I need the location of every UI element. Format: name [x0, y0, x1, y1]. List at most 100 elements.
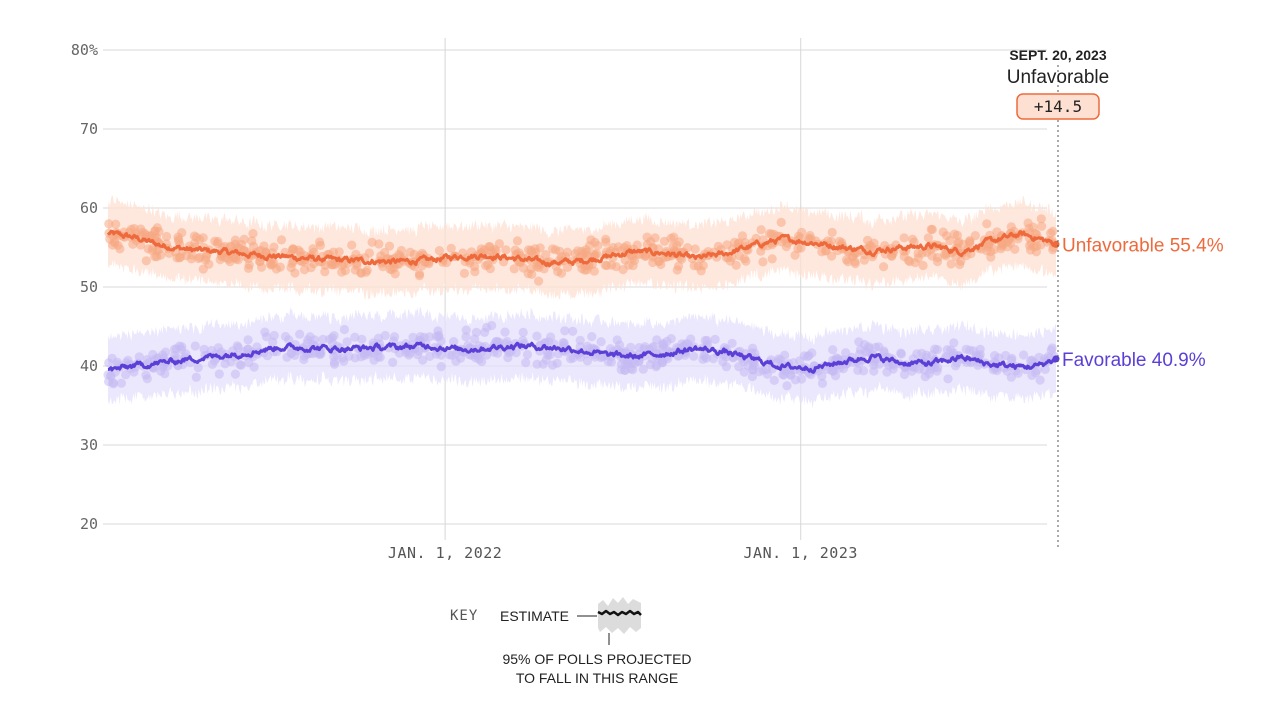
poll-dot-unfavorable [624, 260, 634, 270]
poll-dot-unfavorable [128, 239, 138, 249]
poll-dot-favorable [487, 320, 497, 331]
poll-dot-unfavorable [501, 245, 511, 255]
poll-dot-favorable [447, 350, 457, 360]
poll-dot-unfavorable [485, 264, 495, 274]
poll-dot-unfavorable [146, 231, 157, 241]
poll-dot-favorable [262, 351, 273, 361]
y-tick-label: 60 [80, 199, 98, 217]
poll-dot-unfavorable [986, 252, 996, 262]
poll-dot-unfavorable [109, 237, 119, 247]
poll-dot-favorable [482, 350, 492, 360]
poll-dot-unfavorable [532, 262, 542, 272]
poll-dot-favorable [754, 367, 764, 377]
poll-dot-favorable [638, 364, 648, 374]
poll-dot-unfavorable [356, 268, 366, 278]
poll-dot-favorable [869, 357, 879, 367]
poll-dot-favorable [603, 357, 613, 367]
poll-dot-unfavorable [674, 261, 684, 271]
poll-dot-favorable [864, 343, 874, 353]
poll-dot-unfavorable [756, 246, 766, 256]
poll-dot-favorable [869, 366, 879, 376]
poll-dot-unfavorable [674, 237, 684, 247]
poll-dot-favorable [268, 337, 278, 347]
poll-dot-unfavorable [781, 242, 792, 252]
poll-dot-unfavorable [187, 250, 197, 260]
poll-dot-unfavorable [255, 256, 265, 267]
poll-dot-unfavorable [115, 244, 125, 254]
poll-dot-unfavorable [946, 259, 956, 269]
poll-dot-favorable [474, 354, 484, 364]
poll-dot-unfavorable [417, 261, 427, 271]
poll-dot-favorable [587, 332, 597, 342]
poll-dot-favorable [552, 358, 562, 368]
poll-dot-favorable [363, 349, 373, 359]
poll-dot-unfavorable [602, 260, 612, 271]
poll-dot-unfavorable [152, 246, 162, 256]
poll-dot-unfavorable [578, 249, 589, 259]
poll-dot-unfavorable [923, 233, 934, 243]
poll-dot-favorable [461, 325, 471, 335]
poll-dot-favorable [206, 345, 217, 356]
poll-dot-favorable [480, 327, 490, 337]
key-estimate-sample [597, 609, 642, 617]
poll-dot-unfavorable [104, 219, 114, 229]
poll-dot-favorable [1040, 364, 1050, 374]
poll-dot-favorable [461, 332, 471, 342]
poll-dot-favorable [339, 324, 349, 335]
poll-dot-unfavorable [287, 258, 297, 268]
poll-dot-unfavorable [932, 257, 943, 267]
poll-dot-unfavorable [172, 253, 182, 263]
poll-dot-favorable [116, 378, 126, 388]
poll-dot-unfavorable [189, 231, 199, 241]
poll-dot-favorable [214, 369, 224, 379]
poll-dot-unfavorable [1024, 223, 1034, 234]
poll-dot-favorable [142, 374, 152, 384]
trend-lines [106, 229, 1060, 374]
poll-dot-favorable [747, 371, 758, 382]
poll-dot-favorable [436, 362, 446, 372]
poll-dot-unfavorable [1037, 221, 1047, 231]
poll-dot-favorable [415, 332, 425, 342]
poll-dot-unfavorable [288, 245, 298, 255]
poll-dot-favorable [503, 353, 513, 363]
poll-dot-favorable [950, 361, 961, 371]
poll-dot-unfavorable [390, 269, 400, 279]
poll-dot-favorable [518, 335, 528, 346]
poll-dot-favorable [799, 351, 809, 361]
poll-dot-favorable [318, 334, 328, 344]
poll-dot-favorable [425, 351, 435, 361]
poll-dot-favorable [502, 336, 512, 347]
poll-dot-unfavorable [334, 247, 344, 257]
poll-dot-favorable [1032, 365, 1042, 375]
poll-dot-unfavorable [992, 227, 1002, 237]
poll-dot-unfavorable [162, 231, 172, 242]
key-range-label-line1: 95% OF POLLS PROJECTED [502, 651, 691, 667]
poll-dot-unfavorable [405, 247, 415, 257]
hover-tooltip[interactable]: SEPT. 20, 2023 Unfavorable +14.5 [1007, 47, 1109, 548]
poll-dot-favorable [817, 378, 828, 388]
poll-dot-unfavorable [236, 239, 246, 249]
poll-dot-favorable [612, 335, 622, 345]
poll-dot-favorable [549, 339, 559, 349]
poll-dot-favorable [782, 381, 792, 391]
poll-dot-favorable [339, 356, 349, 366]
poll-dot-unfavorable [174, 236, 184, 246]
poll-dot-favorable [521, 358, 531, 368]
y-tick-label: 40 [80, 357, 98, 375]
poll-dot-favorable [518, 327, 528, 337]
poll-dot-unfavorable [434, 246, 444, 256]
poll-dot-unfavorable [927, 224, 937, 235]
poll-dot-unfavorable [942, 231, 952, 241]
poll-dot-unfavorable [364, 248, 374, 258]
poll-dot-favorable [662, 336, 672, 346]
poll-dot-favorable [769, 375, 779, 385]
margin-badge [1016, 93, 1100, 120]
confidence-bands [108, 195, 1056, 409]
poll-dot-favorable [546, 332, 556, 342]
poll-dot-unfavorable [136, 240, 146, 250]
poll-dot-unfavorable [550, 245, 561, 255]
poll-dot-unfavorable [198, 233, 208, 243]
poll-dot-favorable [698, 354, 708, 364]
poll-dot-unfavorable [918, 260, 928, 271]
poll-dot-favorable [243, 335, 253, 345]
